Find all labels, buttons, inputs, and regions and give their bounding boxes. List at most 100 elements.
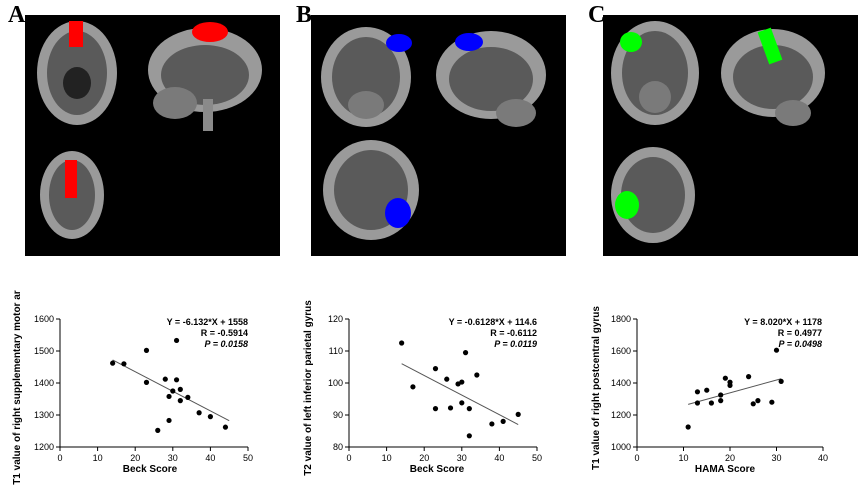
data-point <box>444 376 450 382</box>
data-point <box>704 387 710 393</box>
x-tick-label: 30 <box>771 453 781 463</box>
brain-image-panel-a <box>25 15 280 256</box>
data-point <box>466 433 472 439</box>
region-highlight-coronal <box>620 32 642 52</box>
y-tick-label: 1300 <box>34 410 54 420</box>
data-point <box>121 361 127 367</box>
y-tick-label: 1200 <box>611 410 631 420</box>
data-point <box>173 337 180 344</box>
y-tick-label: 80 <box>333 442 343 452</box>
data-point <box>166 393 172 400</box>
data-point <box>185 394 191 400</box>
y-tick-label: 1800 <box>611 314 631 324</box>
data-point <box>459 379 465 385</box>
data-point <box>694 400 701 406</box>
data-point <box>755 398 761 404</box>
region-highlight-axial <box>615 191 639 219</box>
brain-image-panel-b <box>311 15 566 256</box>
scatter-chart-a: T1 value of right supplementary motor ar… <box>0 279 290 500</box>
y-axis-label: T2 value of left inferior parietal gyrus <box>303 300 314 476</box>
y-tick-label: 100 <box>328 378 343 388</box>
data-point <box>708 400 714 406</box>
data-point <box>769 399 775 405</box>
data-point <box>718 392 724 398</box>
y-tick-label: 1400 <box>611 378 631 388</box>
data-point <box>447 405 454 411</box>
data-point <box>515 411 521 417</box>
region-highlight-coronal <box>69 21 83 47</box>
brain-slices-a <box>37 21 262 239</box>
data-point <box>462 350 469 356</box>
y-tick-label: 90 <box>333 410 343 420</box>
data-point <box>432 366 439 372</box>
data-point <box>727 379 733 385</box>
data-point <box>432 406 439 412</box>
data-point <box>177 386 183 392</box>
scatter-chart-c: T1 value of right postcentral gyrus HAMA… <box>575 290 858 500</box>
x-tick-label: 0 <box>57 453 62 463</box>
x-tick-label: 20 <box>130 453 140 463</box>
x-tick-label: 20 <box>725 453 735 463</box>
data-point <box>155 427 161 433</box>
y-tick-label: 110 <box>329 346 343 356</box>
y-tick-label: 1000 <box>611 442 631 452</box>
data-point <box>773 347 780 353</box>
p-value: P = 0.0119 <box>494 339 537 349</box>
data-point <box>162 376 168 382</box>
y-tick-label: 120 <box>328 314 343 324</box>
data-point <box>489 421 495 427</box>
scatter-chart-b: T2 value of left inferior parietal gyrus… <box>287 290 577 500</box>
data-point <box>474 372 480 378</box>
y-axis-label: T1 value of right supplementary motor ar… <box>12 290 23 485</box>
data-point <box>170 388 176 394</box>
x-tick-label: 40 <box>818 453 828 463</box>
data-point <box>410 384 416 390</box>
x-tick-label: 0 <box>346 453 351 463</box>
data-point <box>399 340 405 346</box>
data-point <box>110 360 116 366</box>
correlation-r: R = 0.4977 <box>778 328 822 338</box>
x-axis-label: HAMA Score <box>695 464 756 475</box>
y-axis-title: T1 value of right supplementary motor ar… <box>12 279 23 485</box>
x-tick-label: 20 <box>419 453 429 463</box>
x-tick-label: 50 <box>243 453 253 463</box>
x-tick-label: 0 <box>634 453 639 463</box>
x-tick-label: 30 <box>168 453 178 463</box>
data-point <box>466 406 472 412</box>
data-point <box>778 378 784 384</box>
y-tick-label: 1500 <box>34 346 54 356</box>
regression-line <box>401 363 519 425</box>
correlation-r: R = -0.5914 <box>201 328 248 338</box>
panel-label-a: A <box>8 2 26 28</box>
scatter-plot-a: T1 value of right supplementary motor ar… <box>12 279 253 485</box>
x-tick-label: 10 <box>382 453 392 463</box>
y-axis-label: T1 value of right postcentral gyrus <box>591 306 602 470</box>
x-tick-label: 30 <box>457 453 467 463</box>
x-axis-label: Beck Score <box>123 464 178 475</box>
region-highlight-axial <box>65 160 77 198</box>
data-point <box>173 377 180 383</box>
x-tick-label: 40 <box>494 453 504 463</box>
correlation-r: R = -0.6112 <box>490 328 537 338</box>
x-tick-label: 10 <box>678 453 688 463</box>
panel-label-c: C <box>588 2 606 28</box>
panel-label-b: B <box>296 2 313 28</box>
y-tick-label: 1400 <box>34 378 54 388</box>
data-point <box>143 379 150 385</box>
data-point <box>500 418 506 424</box>
region-highlight-coronal <box>386 34 412 52</box>
data-point <box>694 389 701 395</box>
data-point <box>196 410 202 416</box>
regression-equation: Y = -6.132*X + 1558 <box>167 317 248 327</box>
y-tick-label: 1600 <box>611 346 631 356</box>
data-point <box>685 424 691 430</box>
data-point <box>143 347 150 353</box>
data-point <box>750 401 756 407</box>
p-value: P = 0.0498 <box>779 339 822 349</box>
region-highlight-sagittal <box>455 33 483 51</box>
scatter-plot-c: T1 value of right postcentral gyrus HAMA… <box>591 306 828 475</box>
x-tick-label: 50 <box>532 453 542 463</box>
y-tick-label: 1200 <box>34 442 54 452</box>
regression-equation: Y = 8.020*X + 1178 <box>744 317 822 327</box>
regression-equation: Y = -0.6128*X + 114.6 <box>449 317 537 327</box>
